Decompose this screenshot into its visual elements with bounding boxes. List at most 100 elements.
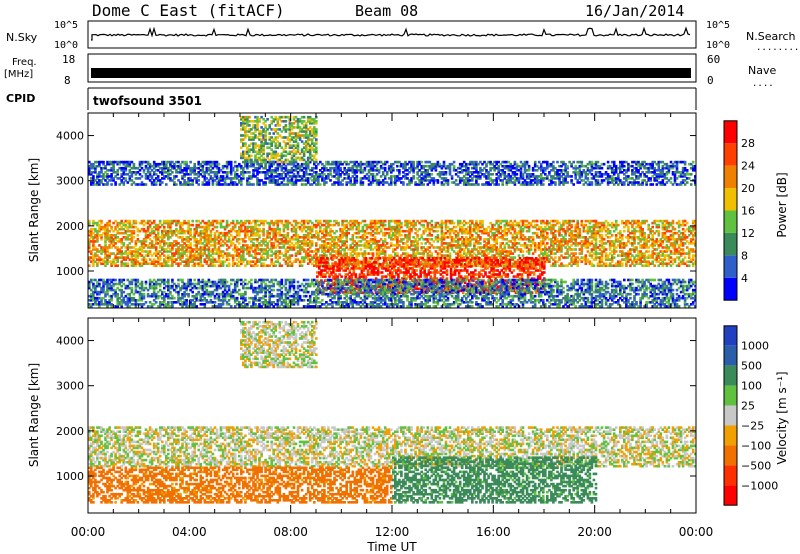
- range-gate-cell: [535, 231, 539, 235]
- range-gate-cell: [439, 259, 443, 262]
- range-gate-cell: [231, 260, 235, 263]
- range-gate-cell: [114, 254, 117, 257]
- range-gate-cell: [386, 269, 390, 272]
- range-gate-cell: [657, 260, 661, 263]
- range-gate-cell: [246, 219, 249, 223]
- range-gate-cell: [366, 273, 370, 276]
- range-gate-cell: [392, 250, 395, 253]
- range-gate-cell: [158, 256, 162, 259]
- range-gate-cell: [171, 260, 174, 263]
- range-gate-cell: [683, 262, 687, 265]
- range-gate-cell: [98, 234, 101, 237]
- range-gate-cell: [582, 229, 586, 233]
- range-gate-cell: [304, 242, 308, 245]
- range-gate-cell: [90, 260, 93, 263]
- range-gate-cell: [463, 275, 467, 278]
- range-gate-cell: [655, 238, 659, 241]
- range-gate-cell: [140, 240, 144, 243]
- range-gate-cell: [594, 248, 598, 251]
- range-gate-cell: [213, 219, 217, 223]
- range-gate-cell: [687, 260, 691, 263]
- range-gate-cell: [493, 254, 496, 257]
- range-gate-cell: [355, 246, 359, 249]
- range-gate-cell: [471, 219, 474, 223]
- range-gate-cell: [651, 246, 654, 249]
- range-gate-cell: [596, 225, 600, 229]
- range-gate-cell: [621, 244, 624, 247]
- range-gate-cell: [393, 277, 396, 280]
- range-gate-cell: [138, 229, 142, 233]
- range-gate-cell: [126, 238, 130, 241]
- range-gate-cell: [363, 250, 367, 253]
- range-gate-cell: [181, 252, 184, 255]
- range-gate-cell: [497, 219, 500, 223]
- range-gate-cell: [252, 260, 255, 263]
- range-gate-cell: [416, 236, 419, 239]
- range-gate-cell: [248, 225, 251, 229]
- range-gate-cell: [88, 242, 91, 245]
- range-gate-cell: [134, 264, 138, 267]
- range-gate-cell: [556, 219, 559, 223]
- range-gate-cell: [276, 221, 280, 225]
- range-gate-cell: [116, 231, 119, 235]
- range-gate-cell: [345, 223, 348, 227]
- range-gate-cell: [586, 227, 590, 231]
- range-gate-cell: [308, 236, 312, 239]
- range-gate-cell: [661, 225, 665, 229]
- range-gate-cell: [621, 246, 624, 249]
- range-gate-cell: [386, 285, 390, 288]
- range-gate-cell: [560, 223, 563, 227]
- range-gate-cell: [631, 244, 634, 247]
- range-gate-cell: [404, 252, 407, 255]
- range-gate-cell: [189, 258, 192, 261]
- range-gate-cell: [146, 252, 150, 255]
- range-gate-cell: [501, 238, 504, 241]
- range-gate-cell: [163, 248, 166, 251]
- range-gate-cell: [436, 238, 440, 241]
- range-gate-cell: [558, 240, 561, 243]
- range-gate-cell: [413, 275, 416, 278]
- range-gate-cell: [570, 238, 573, 241]
- range-gate-cell: [372, 265, 376, 268]
- range-gate-cell: [625, 256, 628, 259]
- range-gate-cell: [432, 246, 436, 249]
- range-gate-cell: [461, 265, 465, 268]
- range-gate-cell: [527, 238, 531, 241]
- range-gate-cell: [300, 229, 304, 233]
- range-gate-cell: [278, 252, 282, 255]
- range-gate-cell: [294, 260, 298, 263]
- range-gate-cell: [546, 252, 549, 255]
- range-gate-cell: [298, 252, 302, 255]
- range-gate-cell: [428, 262, 432, 265]
- range-gate-cell: [336, 269, 339, 272]
- range-gate-cell: [118, 252, 121, 255]
- range-gate-cell: [152, 264, 156, 267]
- range-gate-cell: [320, 259, 323, 262]
- range-gate-cell: [552, 225, 555, 229]
- range-gate-cell: [594, 252, 598, 255]
- range-gate-cell: [120, 225, 123, 229]
- range-gate-cell: [427, 257, 431, 260]
- range-gate-cell: [677, 238, 681, 241]
- range-gate-cell: [424, 248, 427, 251]
- range-gate-cell: [378, 285, 382, 288]
- range-gate-cell: [608, 231, 612, 235]
- range-gate-cell: [641, 229, 644, 233]
- range-gate-cell: [304, 254, 308, 257]
- range-gate-cell: [499, 250, 502, 253]
- range-gate-cell: [102, 258, 105, 261]
- range-gate-cell: [438, 252, 442, 255]
- range-gate-cell: [419, 261, 422, 264]
- range-gate-cell: [242, 244, 245, 247]
- range-gate-cell: [207, 252, 211, 255]
- range-gate-cell: [420, 223, 423, 227]
- range-gate-cell: [425, 261, 428, 264]
- range-gate-cell: [679, 260, 683, 263]
- range-gate-cell: [574, 260, 577, 263]
- range-gate-cell: [207, 242, 211, 245]
- range-gate-cell: [403, 265, 406, 268]
- range-gate-cell: [486, 275, 489, 278]
- range-gate-cell: [292, 234, 296, 237]
- range-gate-cell: [586, 219, 590, 223]
- range-gate-cell: [539, 252, 543, 255]
